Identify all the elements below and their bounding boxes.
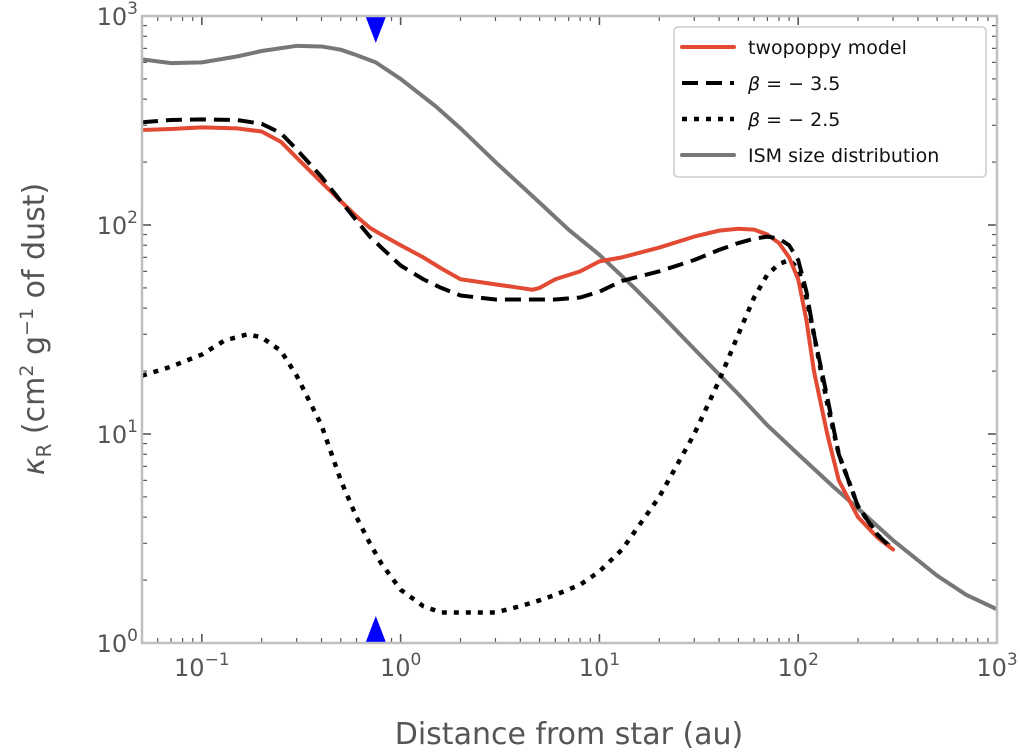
series-line-beta-3-5 [142,117,895,551]
x-tick-label: 10−1 [174,650,230,682]
legend-label: twopoppy model [748,37,907,59]
y-tick-label: 100 [97,626,138,658]
x-axis-label: Distance from star (au) [395,717,744,752]
series-layer [142,43,997,615]
x-tick-labels: 10−1 100 101 102 103 [174,650,1018,682]
y-tick-label: 101 [97,417,138,449]
series-line-ism-size-distribution [142,43,997,612]
top-marker [365,17,386,43]
y-tick-labels: 100 101 102 103 [97,0,138,658]
marker-layer [365,17,386,642]
y-axis-label: κR (cm2 g−1 of dust) [16,183,56,475]
y-tick-label: 102 [97,208,138,240]
x-tick-label: 102 [778,650,819,682]
legend-label: β = − 3.5 [747,73,840,95]
x-tick-label: 103 [976,650,1017,682]
series-line-twopoppy-model [142,125,896,552]
x-tick-label: 101 [579,650,620,682]
legend-box [673,26,987,178]
y-tick-label: 103 [97,0,138,31]
plot-frame [140,14,999,645]
bottom-marker [365,616,386,642]
legend-label: ISM size distribution [748,145,939,167]
legend-label: β = − 2.5 [747,109,840,131]
x-tick-label: 100 [380,650,421,682]
legend: twopoppy model β = − 3.5 β = − 2.5 ISM size… [673,26,987,178]
